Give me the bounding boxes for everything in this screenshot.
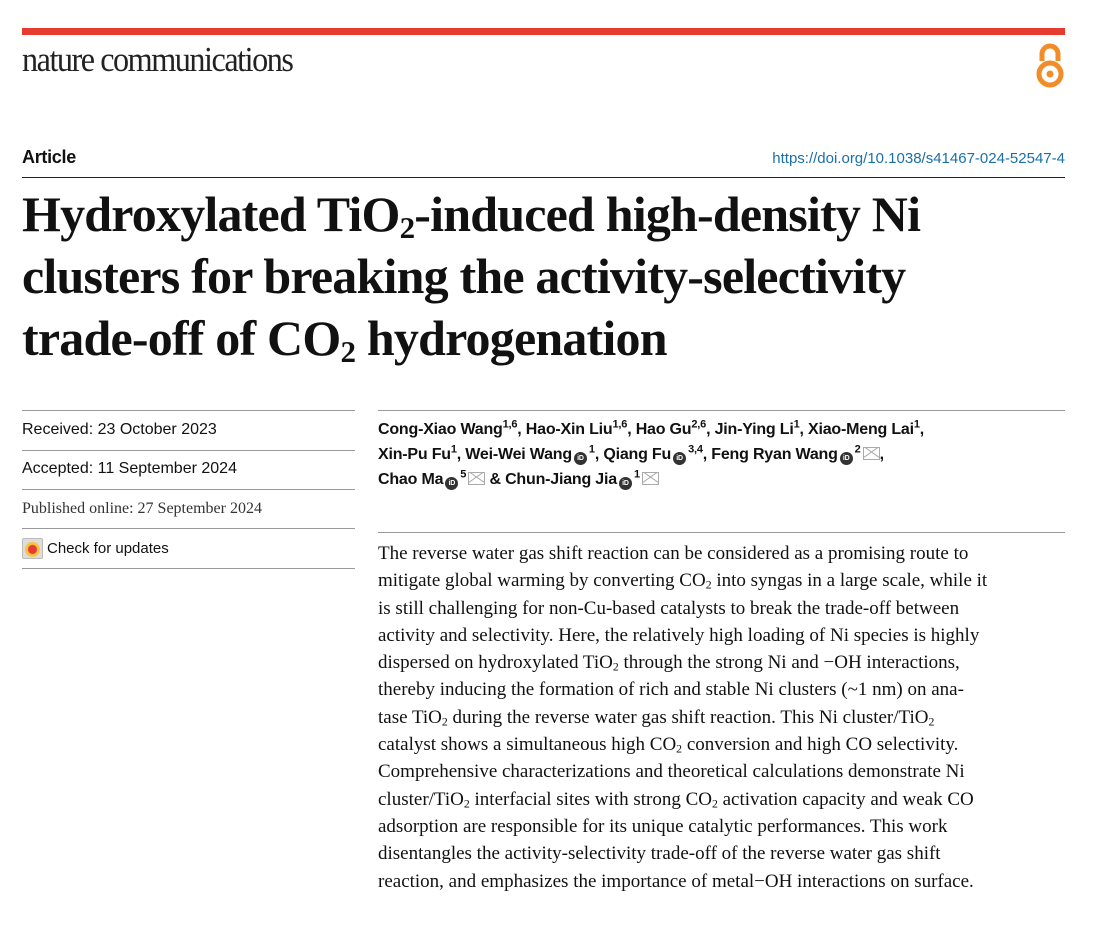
abstract-line: tase TiO2 during the reverse water gas s…: [378, 706, 935, 729]
abstract-line: adsorption are responsible for its uniqu…: [378, 815, 948, 837]
published-date: Published online: 27 September 2024: [22, 500, 262, 517]
journal-accent-bar: [22, 28, 1065, 35]
affiliation-number: 5: [460, 468, 467, 481]
title-line: trade-off of CO2 hydrogenation: [22, 310, 668, 369]
email-icon[interactable]: [468, 472, 486, 485]
divider: [22, 528, 355, 529]
orcid-icon[interactable]: iD: [673, 452, 687, 465]
author-name[interactable]: Qiang Fu: [603, 446, 672, 463]
affiliation-number: 1: [913, 418, 920, 431]
divider: [378, 410, 1065, 411]
email-icon[interactable]: [641, 472, 659, 485]
author-name[interactable]: Jin-Ying Li: [714, 421, 794, 438]
title-line: clusters for breaking the activity-selec…: [22, 248, 906, 304]
author-name[interactable]: Xin-Pu Fu: [378, 446, 451, 463]
crossmark-icon: [22, 538, 43, 559]
abstract-line: mitigate global warming by converting CO…: [378, 570, 988, 592]
journal-logo[interactable]: nature communications: [22, 40, 294, 79]
divider: [22, 489, 355, 490]
divider: [22, 568, 355, 569]
open-access-icon: [1036, 43, 1064, 88]
email-icon[interactable]: [862, 447, 880, 460]
author-name[interactable]: Xiao-Meng Lai: [808, 421, 914, 438]
author-name[interactable]: Cong-Xiao Wang: [378, 421, 503, 438]
title-line: Hydroxylated TiO2-induced high-density N…: [22, 186, 921, 245]
divider: [22, 410, 355, 411]
abstract-line: thereby inducing the formation of rich a…: [378, 679, 964, 701]
affiliation-number: 1: [588, 443, 595, 456]
affiliation-number: 2,6: [691, 418, 707, 431]
author-name[interactable]: Hao-Xin Liu: [525, 421, 613, 438]
abstract-line: reaction, and emphasizes the importance …: [378, 870, 974, 892]
affiliation-number: 1: [793, 418, 800, 431]
orcid-icon[interactable]: iD: [573, 452, 587, 465]
author-list: Cong-Xiao Wang1,6, Hao-Xin Liu1,6, Hao G…: [378, 418, 925, 490]
author-name[interactable]: Hao Gu: [635, 421, 692, 438]
check-for-updates-label: Check for updates: [47, 540, 169, 557]
affiliation-number: 1,6: [612, 418, 628, 431]
orcid-icon[interactable]: iD: [618, 477, 632, 490]
divider: [22, 450, 355, 451]
affiliation-number: 2: [854, 443, 861, 456]
abstract-line: disentangles the activity-selectivity tr…: [378, 843, 941, 865]
abstract: The reverse water gas shift reaction can…: [378, 540, 1078, 895]
check-for-updates-button[interactable]: Check for updates: [22, 538, 169, 559]
abstract-line: Comprehensive characterizations and theo…: [378, 761, 965, 783]
abstract-line: is still challenging for non-Cu-based ca…: [378, 597, 960, 619]
article-title: Hydroxylated TiO2-induced high-density N…: [22, 183, 1082, 369]
author-name[interactable]: Chao Ma: [378, 471, 444, 488]
affiliation-number: 1: [633, 468, 640, 481]
divider: [22, 177, 1065, 178]
received-date: Received: 23 October 2023: [22, 421, 217, 438]
abstract-line: activity and selectivity. Here, the rela…: [378, 624, 980, 646]
doi-link[interactable]: https://doi.org/10.1038/s41467-024-52547…: [772, 150, 1065, 167]
abstract-line: dispersed on hydroxylated TiO2 through t…: [378, 652, 960, 674]
author-name[interactable]: Wei-Wei Wang: [465, 446, 572, 463]
affiliation-number: 3,4: [688, 443, 703, 456]
author-name[interactable]: Chun-Jiang Jia: [505, 471, 617, 488]
divider: [378, 532, 1065, 533]
affiliation-number: 1: [450, 443, 457, 456]
accepted-date: Accepted: 11 September 2024: [22, 460, 237, 477]
abstract-line: The reverse water gas shift reaction can…: [378, 543, 969, 564]
author-name[interactable]: Feng Ryan Wang: [711, 446, 838, 463]
affiliation-number: 1,6: [502, 418, 518, 431]
orcid-icon[interactable]: iD: [445, 477, 459, 490]
orcid-icon[interactable]: iD: [839, 452, 853, 465]
abstract-line: cluster/TiO2 interfacial sites with stro…: [378, 788, 974, 811]
abstract-line: catalyst shows a simultaneous high CO2 c…: [378, 734, 959, 756]
article-type: Article: [22, 147, 76, 167]
